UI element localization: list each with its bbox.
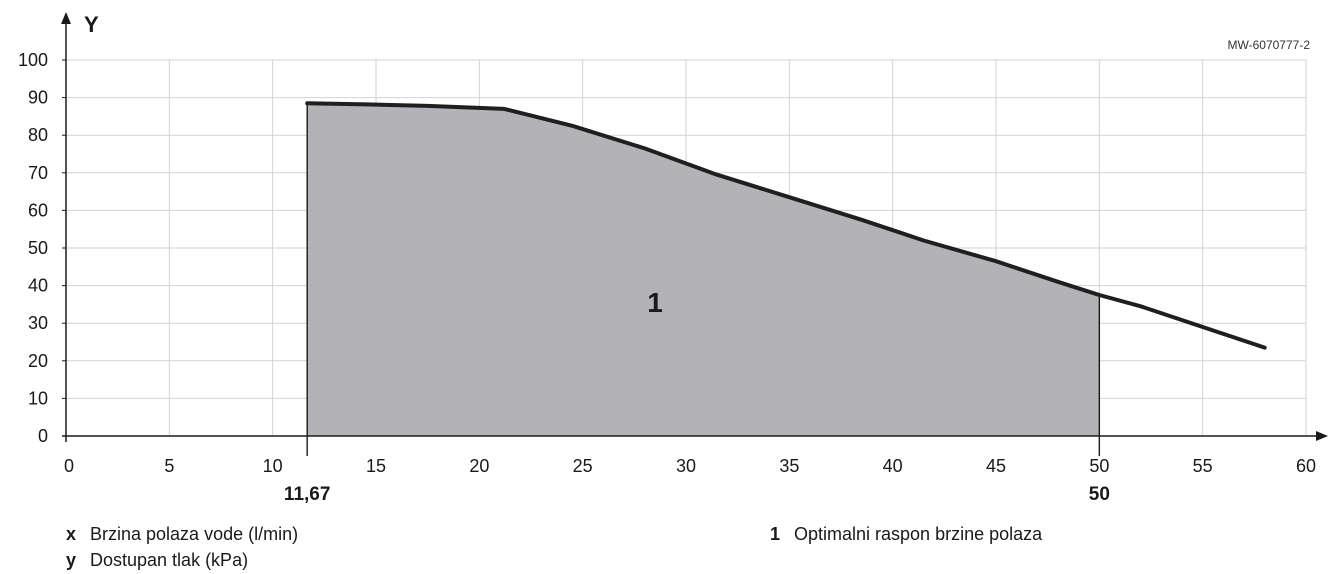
- x-tick-label: 45: [986, 456, 1006, 476]
- x-tick-label: 10: [263, 456, 283, 476]
- legend-text: Optimalni raspon brzine polaza: [794, 524, 1043, 544]
- legend-text: Dostupan tlak (kPa): [90, 550, 249, 570]
- x-axis-arrow-icon: [1316, 431, 1328, 441]
- legend-key: y: [66, 550, 77, 570]
- legend-item-1: 1 Optimalni raspon brzine polaza: [770, 524, 1042, 545]
- y-axis-name: Y: [84, 12, 99, 37]
- tick-labels: 0 10 20 30 40 50 60 70 80 90 100 0 5 10 15 20 25 30 35 40 45…: [18, 50, 1316, 505]
- y-tick-label: 50: [28, 238, 48, 258]
- x-tick-label: 50: [1089, 456, 1109, 476]
- legend-text: Brzina polaza vode (l/min): [90, 524, 299, 544]
- pressure-curve: [305, 101, 1267, 350]
- x-tick-label: 20: [469, 456, 489, 476]
- x-marker-label: 11,67: [284, 484, 331, 505]
- x-tick-label: 5: [164, 456, 174, 476]
- region-label: 1: [647, 287, 663, 318]
- y-tick-label: 30: [28, 313, 48, 333]
- y-tick-label: 60: [28, 200, 48, 220]
- legend-key: x: [66, 524, 77, 544]
- legend-item-x: x Brzina polaza vode (l/min): [66, 524, 298, 545]
- y-tick-label: 0: [38, 426, 48, 446]
- y-axis-arrow-icon: [61, 12, 71, 24]
- optimal-range-area: [307, 103, 1100, 436]
- x-tick-label: 55: [1193, 456, 1213, 476]
- y-tick-label: 10: [28, 388, 48, 408]
- x-tick-label: 15: [366, 456, 386, 476]
- x-marker-label: 50: [1089, 484, 1110, 505]
- x-tick-label: 25: [573, 456, 593, 476]
- y-tick-label: 40: [28, 276, 48, 296]
- y-tick-label: 70: [28, 163, 48, 183]
- y-tick-label: 90: [28, 88, 48, 108]
- x-tick-label: 30: [676, 456, 696, 476]
- y-tick-label: 20: [28, 351, 48, 371]
- range-markers: [306, 103, 1101, 456]
- x-tick-label: 35: [779, 456, 799, 476]
- y-tick-label: 80: [28, 125, 48, 145]
- reference-code: MW-6070777-2: [1228, 38, 1311, 52]
- x-tick-label: 60: [1296, 456, 1316, 476]
- y-tick-label: 100: [18, 50, 48, 70]
- legend-key: 1: [770, 524, 781, 544]
- legend-item-y: y Dostupan tlak (kPa): [66, 550, 248, 571]
- x-tick-label: 0: [64, 456, 74, 476]
- axes: [61, 12, 1328, 442]
- x-tick-label: 40: [883, 456, 903, 476]
